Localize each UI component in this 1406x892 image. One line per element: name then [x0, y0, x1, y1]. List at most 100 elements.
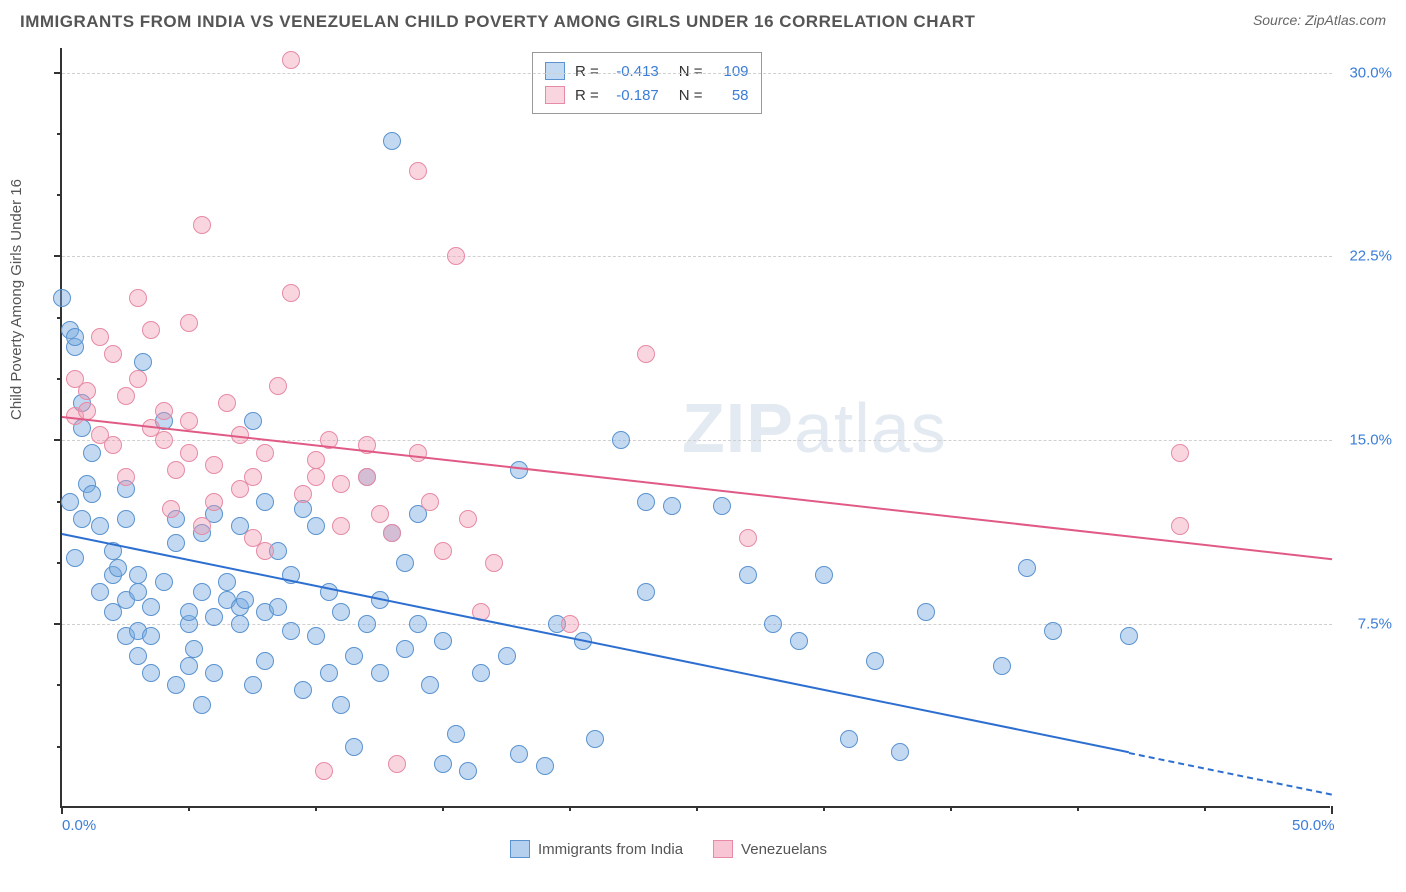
- data-point: [231, 615, 249, 633]
- data-point: [409, 615, 427, 633]
- watermark: ZIPatlas: [682, 388, 947, 468]
- data-point: [167, 676, 185, 694]
- data-point: [282, 622, 300, 640]
- data-point: [61, 493, 79, 511]
- y-tick: [54, 439, 62, 441]
- data-point: [713, 497, 731, 515]
- data-point: [193, 583, 211, 601]
- gridline: [62, 440, 1332, 441]
- data-point: [83, 485, 101, 503]
- source-attribution: Source: ZipAtlas.com: [1253, 12, 1386, 28]
- stat-n-value: 58: [713, 87, 749, 104]
- data-point: [434, 542, 452, 560]
- data-point: [205, 456, 223, 474]
- data-point: [536, 757, 554, 775]
- y-minor-tick: [57, 746, 62, 748]
- correlation-stats-box: R =-0.413N =109R =-0.187N =58: [532, 52, 762, 114]
- data-point: [739, 566, 757, 584]
- data-point: [421, 493, 439, 511]
- data-point: [1044, 622, 1062, 640]
- y-tick: [54, 72, 62, 74]
- x-tick-label: 0.0%: [62, 817, 96, 834]
- trend-line: [62, 533, 1129, 753]
- gridline: [62, 73, 1332, 74]
- stat-r-label: R =: [575, 63, 599, 80]
- y-minor-tick: [57, 317, 62, 319]
- data-point: [244, 412, 262, 430]
- y-minor-tick: [57, 378, 62, 380]
- y-tick-label: 15.0%: [1349, 432, 1392, 449]
- data-point: [256, 652, 274, 670]
- data-point: [180, 444, 198, 462]
- data-point: [104, 436, 122, 454]
- data-point: [180, 657, 198, 675]
- data-point: [78, 382, 96, 400]
- data-point: [142, 627, 160, 645]
- data-point: [91, 328, 109, 346]
- stat-r-label: R =: [575, 87, 599, 104]
- data-point: [180, 314, 198, 332]
- legend-swatch: [713, 840, 733, 858]
- data-point: [332, 517, 350, 535]
- data-point: [256, 493, 274, 511]
- legend-swatch: [510, 840, 530, 858]
- data-point: [315, 762, 333, 780]
- data-point: [1120, 627, 1138, 645]
- data-point: [307, 451, 325, 469]
- data-point: [91, 583, 109, 601]
- data-point: [472, 664, 490, 682]
- data-point: [1018, 559, 1036, 577]
- data-point: [236, 591, 254, 609]
- data-point: [891, 743, 909, 761]
- data-point: [256, 542, 274, 560]
- x-minor-tick: [1204, 806, 1206, 811]
- data-point: [205, 493, 223, 511]
- chart-container: ZIPatlas R =-0.413N =109R =-0.187N =58 7…: [60, 48, 1380, 828]
- x-minor-tick: [696, 806, 698, 811]
- data-point: [371, 505, 389, 523]
- x-minor-tick: [188, 806, 190, 811]
- data-point: [66, 328, 84, 346]
- data-point: [332, 603, 350, 621]
- data-point: [294, 681, 312, 699]
- data-point: [142, 598, 160, 616]
- x-tick: [61, 806, 63, 814]
- data-point: [396, 640, 414, 658]
- data-point: [459, 510, 477, 528]
- y-minor-tick: [57, 562, 62, 564]
- stat-r-value: -0.187: [609, 87, 659, 104]
- data-point: [282, 284, 300, 302]
- data-point: [409, 162, 427, 180]
- data-point: [244, 468, 262, 486]
- data-point: [53, 289, 71, 307]
- x-minor-tick: [315, 806, 317, 811]
- data-point: [269, 377, 287, 395]
- stats-row: R =-0.413N =109: [545, 59, 749, 83]
- data-point: [307, 517, 325, 535]
- data-point: [155, 402, 173, 420]
- stat-n-label: N =: [679, 63, 703, 80]
- data-point: [282, 51, 300, 69]
- data-point: [129, 566, 147, 584]
- legend-label: Venezuelans: [741, 841, 827, 858]
- data-point: [129, 647, 147, 665]
- data-point: [383, 524, 401, 542]
- data-point: [180, 603, 198, 621]
- data-point: [109, 559, 127, 577]
- chart-legend: Immigrants from IndiaVenezuelans: [510, 840, 827, 858]
- data-point: [358, 468, 376, 486]
- data-point: [269, 598, 287, 616]
- data-point: [485, 554, 503, 572]
- series-swatch: [545, 62, 565, 80]
- data-point: [561, 615, 579, 633]
- data-point: [129, 583, 147, 601]
- data-point: [307, 627, 325, 645]
- data-point: [193, 517, 211, 535]
- data-point: [332, 696, 350, 714]
- plot-area: ZIPatlas R =-0.413N =109R =-0.187N =58 7…: [60, 48, 1330, 808]
- data-point: [78, 402, 96, 420]
- data-point: [510, 745, 528, 763]
- y-minor-tick: [57, 194, 62, 196]
- x-minor-tick: [1077, 806, 1079, 811]
- data-point: [917, 603, 935, 621]
